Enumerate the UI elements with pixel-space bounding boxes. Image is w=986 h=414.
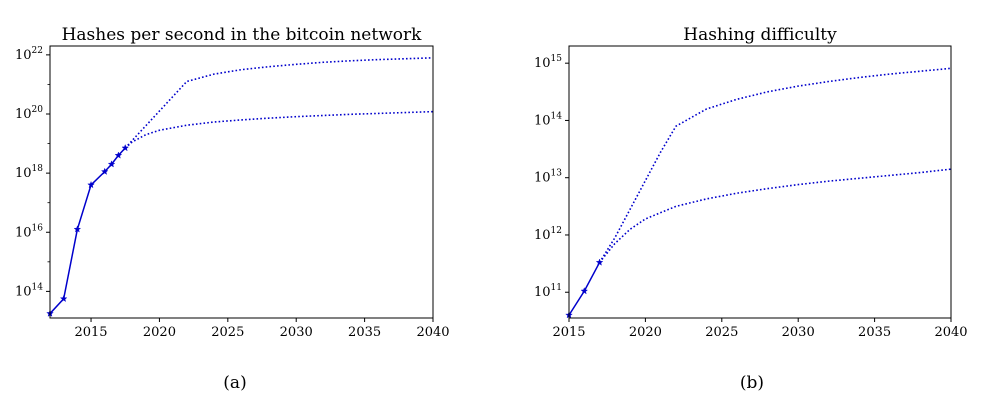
x-tick-label: 2015 xyxy=(552,325,585,340)
y-tick-label: 1014 xyxy=(15,282,43,299)
panel-b: Hashing difficulty 2015 2020 2025 2030 2035 20… xyxy=(534,25,968,393)
projection-line xyxy=(598,67,952,263)
x-tick-label: 2020 xyxy=(629,325,662,340)
data-point-marker xyxy=(87,180,95,189)
x-tick-label: 2040 xyxy=(416,325,449,340)
y-tick-label: 1012 xyxy=(534,226,562,243)
y-tick-label: 1020 xyxy=(15,105,43,122)
data-point-marker xyxy=(73,225,82,233)
chart-title: Hashing difficulty xyxy=(683,25,837,45)
panel-caption: (b) xyxy=(740,373,764,393)
x-tick-label: 2030 xyxy=(782,325,815,340)
data-point-marker xyxy=(107,160,116,168)
x-tick-label: 2035 xyxy=(858,325,891,340)
y-tick-label: 1014 xyxy=(534,111,562,128)
projection-line xyxy=(124,57,434,149)
panel-a: Hashes per second in the bitcoin network… xyxy=(15,25,450,393)
data-point-marker xyxy=(114,151,123,159)
y-tick-label: 1018 xyxy=(15,164,43,181)
chart-title: Hashes per second in the bitcoin network xyxy=(62,25,423,45)
y-tick-label: 1011 xyxy=(534,283,562,300)
historical-line xyxy=(49,147,126,315)
plot-frame xyxy=(49,45,434,319)
x-tick-label: 2015 xyxy=(74,325,107,340)
projection-line xyxy=(598,168,952,263)
x-tick-label: 2020 xyxy=(143,325,176,340)
y-tick-label: 1013 xyxy=(534,169,562,186)
y-tick-label: 1015 xyxy=(534,54,562,71)
x-tick-label: 2030 xyxy=(280,325,313,340)
x-tick-label: 2025 xyxy=(705,325,738,340)
panel-caption: (a) xyxy=(223,373,246,393)
data-point-marker xyxy=(100,167,109,175)
data-point-marker xyxy=(580,287,589,295)
y-tick-label: 1016 xyxy=(15,223,43,240)
plot-frame xyxy=(568,45,952,319)
data-point-marker xyxy=(59,294,68,302)
y-tick-label: 1022 xyxy=(15,46,43,63)
x-tick-label: 2040 xyxy=(934,325,967,340)
projection-line xyxy=(124,110,434,149)
x-tick-label: 2035 xyxy=(348,325,381,340)
x-tick-label: 2025 xyxy=(211,325,244,340)
